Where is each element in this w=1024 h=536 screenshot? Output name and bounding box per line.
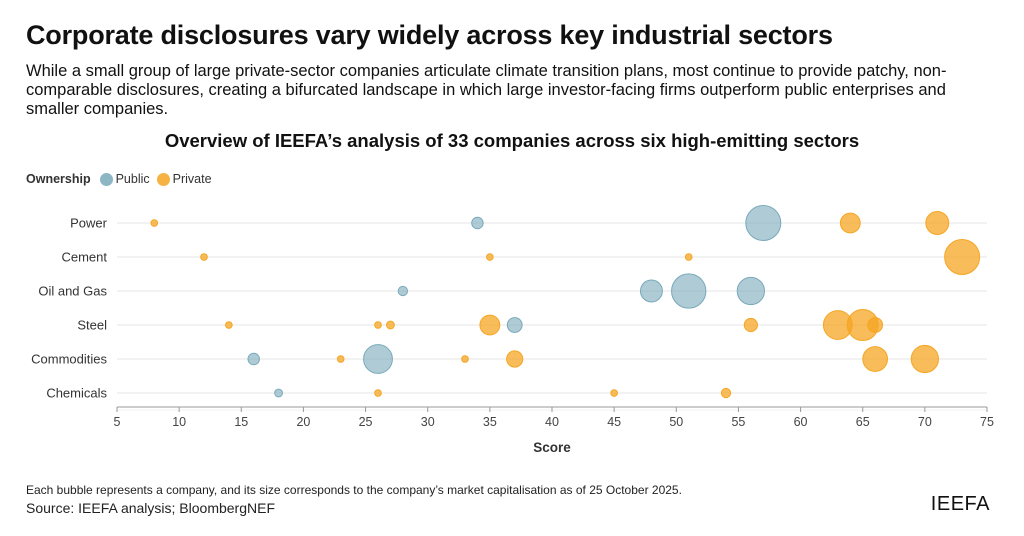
grid-layer bbox=[117, 222, 987, 411]
bubble-public[interactable]: Chemicals — Public: 18 bbox=[274, 388, 283, 398]
category-label: Oil and Gas bbox=[38, 284, 107, 299]
bubble-private[interactable]: Steel — Private: 35 bbox=[479, 314, 501, 336]
chart-note: Each bubble represents a company, and it… bbox=[26, 483, 682, 497]
x-tick-label: 60 bbox=[794, 415, 808, 429]
bubble-private[interactable]: Power — Private: 64 bbox=[839, 212, 861, 234]
category-label: Chemicals bbox=[46, 386, 107, 401]
bubble-public[interactable]: Oil and Gas — Public: 51 bbox=[671, 273, 707, 309]
bubble-private[interactable]: Power — Private: 71 bbox=[925, 211, 950, 235]
legend-label-public: Public bbox=[115, 172, 150, 186]
bubble-private[interactable]: Steel — Private: 66 bbox=[867, 317, 884, 333]
bubble-private[interactable]: Steel — Private: 56 bbox=[743, 317, 758, 333]
chart-title: Overview of IEEFA’s analysis of 33 compa… bbox=[164, 130, 860, 151]
bubble-private[interactable]: Commodities — Private: 23 bbox=[336, 355, 345, 363]
bubble-public[interactable]: Power — Public: 34 bbox=[471, 216, 484, 230]
bubble-public[interactable]: Steel — Public: 37 bbox=[506, 317, 523, 333]
bubble-public[interactable]: Commodities — Public: 26 bbox=[363, 344, 393, 374]
bubble-layer: Power — Public: 57 Cement — Private: 73 Oi… bbox=[150, 205, 981, 399]
bubble-private[interactable]: Chemicals — Private: 54 bbox=[720, 387, 732, 399]
legend-swatch-public bbox=[99, 172, 113, 186]
x-tick-label: 10 bbox=[172, 415, 186, 429]
bubble-public[interactable]: Oil and Gas — Public: 28 bbox=[397, 285, 409, 297]
category-label: Power bbox=[70, 216, 108, 231]
bubble-private[interactable]: Steel — Private: 27 bbox=[386, 320, 395, 330]
source-text: Source: IEEFA analysis; BloombergNEF bbox=[26, 500, 275, 516]
category-labels: Power Cement Oil and Gas Steel Commodities Ch… bbox=[31, 216, 108, 401]
bubble-private[interactable]: Commodities — Private: 33 bbox=[461, 355, 469, 363]
bubble-public[interactable]: Power — Public: 57 bbox=[745, 205, 782, 241]
legend-swatch-private bbox=[156, 172, 170, 186]
x-tick-label: 45 bbox=[607, 415, 621, 429]
x-tick-label: 5 bbox=[114, 415, 121, 429]
legend: Ownership Public Private bbox=[26, 170, 216, 188]
bubble-private[interactable]: Chemicals — Private: 45 bbox=[610, 389, 618, 397]
bubble-private[interactable]: Cement — Private: 12 bbox=[200, 253, 208, 261]
x-tick-label: 20 bbox=[296, 415, 310, 429]
x-tick-label: 15 bbox=[234, 415, 248, 429]
bubble-public[interactable]: Oil and Gas — Public: 56 bbox=[736, 276, 765, 306]
x-tick-label: 50 bbox=[669, 415, 683, 429]
x-axis-ticks: 5 10 15 20 25 30 35 40 45 50 55 60 65 70 75 bbox=[114, 407, 994, 429]
ieefa-logo: IEEFA bbox=[930, 493, 990, 515]
bubble-private[interactable]: Steel — Private: 63 bbox=[822, 310, 853, 340]
bubble-private[interactable]: Commodities — Private: 70 bbox=[910, 344, 939, 374]
x-tick-label: 70 bbox=[918, 415, 932, 429]
bubble-private[interactable]: Steel — Private: 26 bbox=[374, 321, 382, 329]
x-tick-label: 30 bbox=[421, 415, 435, 429]
legend-label-private: Private bbox=[172, 172, 212, 186]
bubble-private[interactable]: Cement — Private: 35 bbox=[486, 253, 494, 261]
bubble-private[interactable]: Cement — Private: 73 bbox=[944, 239, 981, 275]
category-label: Cement bbox=[61, 250, 107, 265]
category-label: Steel bbox=[77, 318, 107, 333]
legend-item-private[interactable]: Private bbox=[154, 172, 212, 186]
x-tick-label: 55 bbox=[731, 415, 745, 429]
legend-title: Ownership bbox=[26, 172, 91, 186]
page-title: Corporate disclosures vary widely across… bbox=[26, 20, 833, 50]
legend-item-public[interactable]: Public bbox=[97, 172, 150, 186]
bubble-chart: Power — Public: 57 Cement — Private: 73 Oi… bbox=[31, 205, 994, 455]
x-axis-title: Score bbox=[533, 440, 571, 455]
x-tick-label: 35 bbox=[483, 415, 497, 429]
category-label: Commodities bbox=[31, 352, 107, 367]
bubble-private[interactable]: Cement — Private: 51 bbox=[684, 253, 693, 261]
bubble-public[interactable]: Oil and Gas — Public: 48 bbox=[639, 279, 663, 303]
bubble-public[interactable]: Commodities — Public: 16 bbox=[247, 352, 260, 366]
x-tick-label: 25 bbox=[359, 415, 373, 429]
bubble-private[interactable]: Commodities — Private: 66 bbox=[862, 346, 889, 372]
bubble-private[interactable]: Chemicals — Private: 26 bbox=[374, 389, 382, 397]
bubble-private[interactable]: Steel — Private: 14 bbox=[225, 321, 233, 329]
x-tick-label: 65 bbox=[856, 415, 870, 429]
x-tick-label: 75 bbox=[980, 415, 994, 429]
bubble-private[interactable]: Power — Private: 8 bbox=[150, 219, 159, 227]
page-subtitle: While a small group of large private-sec… bbox=[26, 62, 947, 118]
x-tick-label: 40 bbox=[545, 415, 559, 429]
bubble-private[interactable]: Commodities — Private: 37 bbox=[506, 350, 524, 368]
